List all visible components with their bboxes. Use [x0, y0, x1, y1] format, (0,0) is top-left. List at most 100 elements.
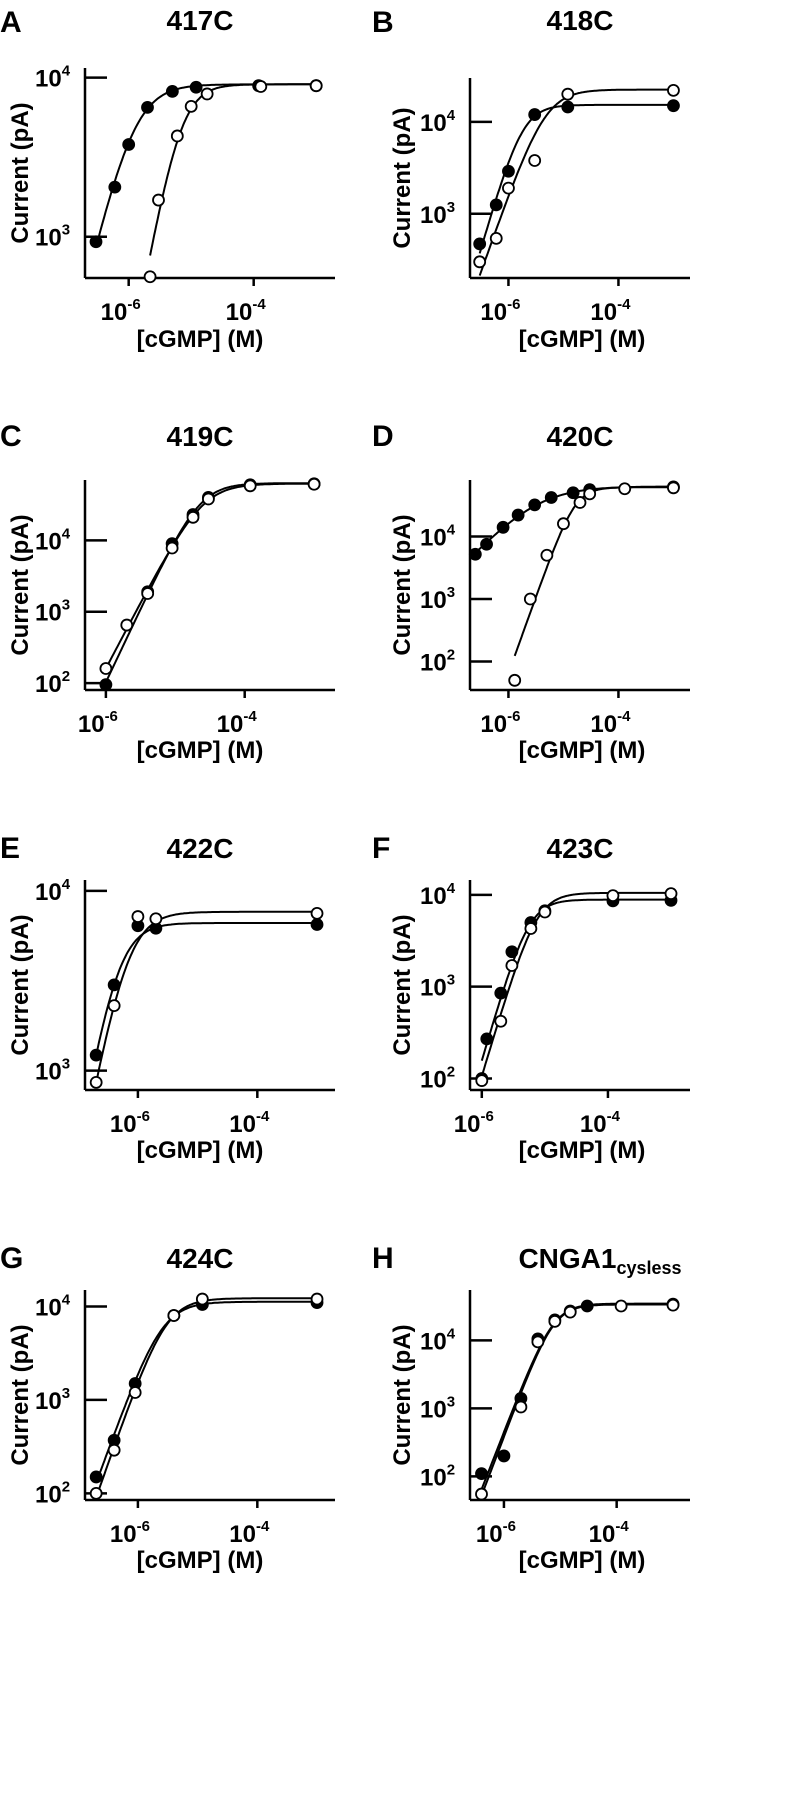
x-tick-label: 10-4: [590, 708, 631, 738]
data-point-filled: [494, 986, 508, 1000]
x-tick-label: 10-4: [590, 296, 631, 326]
data-point-open: [618, 482, 632, 496]
data-point-open: [524, 922, 538, 935]
y-tick-base: 10: [420, 1464, 447, 1491]
panel-letter: G: [0, 1242, 23, 1275]
x-tick-exponent: -4: [617, 296, 631, 313]
x-tick-exponent: -6: [503, 1518, 516, 1535]
data-point-filled: [496, 520, 510, 534]
x-axis-label: [cGMP] (M): [519, 1547, 646, 1574]
data-point-open: [538, 905, 552, 919]
data-point-open: [667, 83, 680, 97]
y-tick-label: 102: [35, 668, 70, 698]
data-point-open: [128, 1386, 142, 1399]
data-point-open: [202, 492, 215, 506]
data-point-open: [606, 889, 620, 903]
x-tick-exponent: -6: [507, 296, 520, 313]
y-tick-base: 10: [35, 1481, 62, 1508]
x-tick-label: 10-4: [217, 708, 258, 738]
x-tick-base: 10: [454, 1111, 481, 1138]
y-tick-exponent: 3: [447, 584, 455, 601]
x-tick-base: 10: [229, 1111, 256, 1138]
fit-curve-filled: [480, 898, 671, 1061]
data-point-filled: [89, 1048, 103, 1062]
y-tick-exponent: 3: [62, 1056, 70, 1073]
y-tick-base: 10: [35, 225, 62, 252]
data-point-open: [254, 80, 268, 93]
y-tick-exponent: 3: [447, 972, 455, 989]
data-point-open: [170, 129, 184, 143]
panel-letter: E: [0, 832, 20, 865]
data-point-filled: [141, 101, 154, 114]
y-tick-exponent: 4: [447, 521, 456, 538]
data-point-filled: [528, 498, 542, 512]
data-point-open: [99, 662, 113, 675]
y-tick-exponent: 2: [62, 668, 70, 685]
data-point-open: [120, 618, 134, 632]
panel-title: 417C: [167, 5, 234, 36]
y-tick-label: 104: [35, 876, 71, 906]
data-point-open: [200, 87, 214, 101]
y-tick-base: 10: [35, 528, 62, 555]
x-tick-label: 10-6: [110, 1108, 150, 1138]
y-tick-label: 104: [420, 107, 456, 137]
y-tick-label: 103: [35, 1385, 70, 1415]
x-tick-base: 10: [229, 1521, 256, 1548]
data-point-open: [143, 270, 157, 284]
x-tick-base: 10: [480, 299, 507, 326]
y-tick-exponent: 3: [62, 1385, 70, 1402]
x-tick-label: 10-6: [480, 708, 520, 738]
data-point-filled: [108, 180, 122, 194]
fit-curve-filled: [104, 482, 315, 683]
x-tick-base: 10: [589, 1521, 616, 1548]
y-axis-label: Current (pA): [389, 107, 416, 248]
data-point-open: [557, 517, 570, 531]
data-point-open: [195, 1292, 209, 1306]
fit-curve-open: [513, 486, 674, 657]
data-point-filled: [310, 918, 324, 931]
y-tick-base: 10: [35, 66, 62, 93]
y-tick-base: 10: [420, 587, 447, 614]
x-tick-base: 10: [590, 711, 617, 738]
data-point-open: [473, 255, 487, 269]
data-point-open: [508, 673, 522, 687]
fit-curve-open: [105, 482, 315, 669]
y-tick-label: 104: [420, 1325, 456, 1355]
y-tick-base: 10: [420, 975, 447, 1002]
data-point-filled: [189, 80, 203, 94]
y-tick-exponent: 2: [447, 1461, 455, 1478]
x-axis-label: [cGMP] (M): [137, 1547, 264, 1574]
y-tick-label: 104: [35, 525, 71, 555]
x-axis-label: [cGMP] (M): [519, 326, 646, 353]
panel-letter: A: [0, 6, 22, 39]
x-tick-base: 10: [590, 299, 617, 326]
fit-curve-open: [95, 910, 317, 1083]
y-tick-base: 10: [420, 649, 447, 676]
y-tick-exponent: 4: [447, 880, 456, 897]
data-point-filled: [475, 1467, 488, 1480]
panel-title: 420C: [547, 421, 614, 452]
data-point-open: [531, 1335, 545, 1349]
x-axis-label: [cGMP] (M): [519, 1137, 646, 1164]
y-tick-exponent: 2: [447, 1064, 455, 1081]
y-tick-label: 103: [35, 597, 70, 627]
fit-curve-filled: [95, 83, 317, 248]
x-tick-base: 10: [110, 1111, 137, 1138]
fit-curve-open: [149, 83, 317, 256]
data-point-filled: [165, 84, 179, 98]
data-point-open: [310, 1292, 324, 1306]
data-point-filled: [107, 978, 121, 992]
panel-letter: F: [372, 832, 390, 865]
x-tick-label: 10-6: [101, 296, 141, 326]
x-axis-label: [cGMP] (M): [137, 1137, 264, 1164]
y-axis-label: Current (pA): [7, 102, 34, 243]
data-point-open: [614, 1299, 628, 1313]
data-point-filled: [544, 491, 558, 504]
x-tick-label: 10-4: [589, 1518, 630, 1548]
data-point-open: [152, 193, 165, 207]
y-tick-label: 102: [35, 1478, 70, 1508]
y-tick-exponent: 4: [62, 876, 71, 893]
x-tick-base: 10: [580, 1111, 607, 1138]
